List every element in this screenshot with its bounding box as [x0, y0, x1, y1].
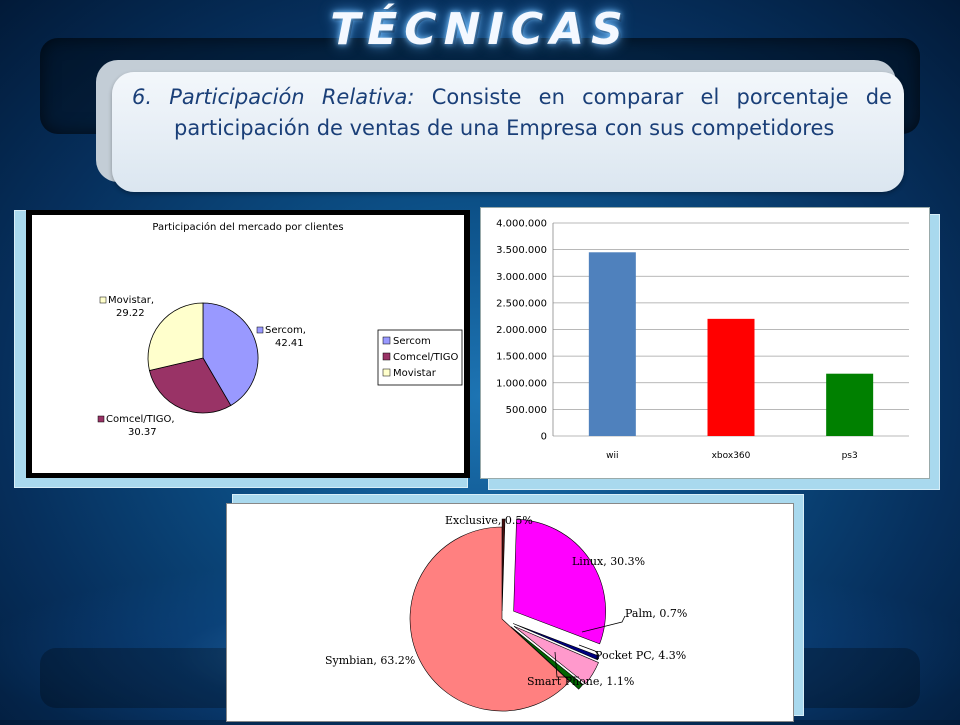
pie-c-leader-lines [554, 615, 626, 678]
bar-ps3 [826, 373, 874, 436]
pie-c-slice-pocket-pc [513, 625, 599, 685]
slide-description: 6. Participación Relativa: Consiste en c… [132, 82, 892, 144]
pie-c-slice-smart-phone [510, 626, 584, 690]
slide-title: TÉCNICAS [330, 4, 630, 55]
bar-ytick-label: 500.000 [506, 405, 547, 416]
pie-c-label-pocketpc: Pocket PC, 4.3% [595, 649, 686, 662]
pie-a-label-comcel-name: Comcel/TIGO, [106, 414, 175, 425]
bar-ytick-label: 2.500.000 [496, 298, 547, 309]
legend-swatch-movistar [382, 368, 391, 377]
pie-a-label-movistar: Movistar, 29.22 [99, 295, 154, 319]
mobile-os-pie-chart: Exclusive, 0.5% Linux, 30.3% Palm, 0.7% … [325, 514, 687, 712]
pie-a-label-comcel: Comcel/TIGO, 30.37 [97, 414, 175, 438]
bar-wii [588, 252, 636, 436]
pie-a-title: Participación del mercado por clientes [152, 221, 343, 233]
bar-category-label-wii: wii [606, 451, 618, 461]
bar-ytick-label: 4.000.000 [496, 219, 547, 230]
pie-c-label-smartphone: Smart Phone, 1.1% [527, 675, 634, 688]
pie-a-label-sercom: Sercom, 42.41 [256, 325, 306, 349]
bar-ytick-label: 2.000.000 [496, 325, 547, 336]
bar-ytick-label: 0 [541, 432, 547, 443]
description-body: Consiste en comparar el porcentaje de pa… [174, 85, 892, 140]
pie-c-slice-symbian [409, 526, 571, 712]
pie-a-label-comcel-value: 30.37 [128, 427, 157, 438]
pie-a-slice-movistar [147, 302, 204, 371]
console-sales-bar-chart: 0 500.000 1.000.000 1.500.000 2.000.000 2.500… [496, 219, 909, 461]
pie-c-label-symbian: Symbian, 63.2% [325, 654, 415, 667]
bar-ytick-label: 3.000.000 [496, 272, 547, 283]
bar-ytick-label: 3.500.000 [496, 245, 547, 256]
bar-ytick-label: 1.500.000 [496, 352, 547, 363]
bar-xbox360 [707, 318, 755, 436]
pie-a-label-sercom-value: 42.41 [275, 338, 304, 349]
chart-a-panel: Participación del mercado por clientes S… [32, 215, 464, 473]
legend-swatch-comcel [382, 352, 391, 361]
chart-c-panel: Exclusive, 0.5% Linux, 30.3% Palm, 0.7% … [226, 503, 794, 722]
bar-ytick-label: 1.000.000 [496, 378, 547, 389]
pie-c-slice-linux [513, 518, 606, 645]
pie-a-legend: Sercom Comcel/TIGO Movistar [377, 329, 463, 386]
bar-category-label-xbox360: xbox360 [712, 451, 751, 461]
legend-sercom: Sercom [393, 336, 431, 347]
pie-a-label-movistar-value: 29.22 [116, 308, 145, 319]
legend-swatch-sercom [382, 336, 391, 345]
market-share-pie-chart: Participación del mercado por clientes S… [97, 221, 463, 438]
legend-movistar: Movistar [393, 368, 437, 379]
chart-b-panel: 0 500.000 1.000.000 1.500.000 2.000.000 2.500… [480, 207, 930, 479]
text-bubble [112, 72, 904, 192]
pie-c-label-palm: Palm, 0.7% [625, 607, 687, 620]
pie-a-slice-comcel-tigo [148, 357, 232, 414]
legend-comcel: Comcel/TIGO [393, 352, 458, 363]
pie-c-slice-exclusive [501, 518, 506, 612]
description-lead: 6. Participación Relativa: [132, 85, 415, 109]
pie-c-slice-palm [513, 623, 600, 661]
pie-a-label-movistar-name: Movistar, [108, 295, 154, 306]
pie-c-label-exclusive: Exclusive, 0.5% [445, 514, 533, 527]
pie-a-slice-sercom [202, 302, 259, 407]
pie-a-label-sercom-name: Sercom, [265, 325, 306, 336]
pie-c-label-linux: Linux, 30.3% [572, 555, 645, 568]
bar-category-label-ps3: ps3 [842, 451, 858, 461]
